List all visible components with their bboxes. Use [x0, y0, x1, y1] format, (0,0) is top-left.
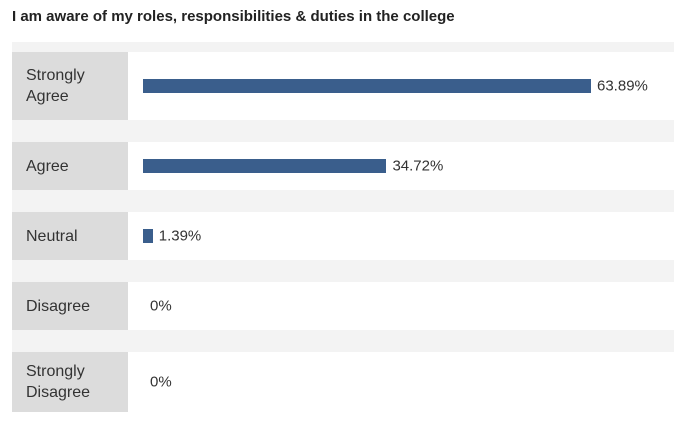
chart-title: I am aware of my roles, responsibilities… [12, 8, 455, 25]
category-box: Agree [12, 142, 128, 190]
bar [143, 229, 153, 243]
bar-area: 63.89% [143, 52, 674, 120]
bar-row: Strongly Agree 63.89% [12, 42, 674, 120]
value-label: 0% [150, 297, 172, 315]
bar [143, 79, 591, 93]
value-label: 1.39% [158, 227, 202, 245]
bar-rows: Strongly Agree 63.89% Agree 34.72% Neutr… [12, 42, 674, 412]
bar-row: Strongly Disagree 0% [12, 330, 674, 412]
value-label: 0% [150, 373, 172, 391]
category-box: Neutral [12, 212, 128, 260]
bar-row: Neutral 1.39% [12, 190, 674, 260]
category-label: Strongly Disagree [26, 363, 91, 401]
category-label: Neutral [26, 227, 78, 245]
value-label: 34.72% [392, 157, 444, 175]
category-box: Strongly Agree [12, 52, 128, 120]
bar-row: Agree 34.72% [12, 120, 674, 190]
bar-row: Disagree 0% [12, 260, 674, 330]
category-box: Strongly Disagree [12, 352, 128, 412]
category-label: Agree [26, 157, 69, 175]
category-label: Strongly Agree [26, 67, 85, 105]
bar [143, 159, 387, 173]
bar-area: 34.72% [143, 142, 674, 190]
category-box: Disagree [12, 282, 128, 330]
value-label: 63.89% [597, 77, 648, 95]
category-label: Disagree [26, 297, 91, 315]
bar-area: 0% [143, 352, 674, 412]
bar-area: 0% [143, 282, 674, 330]
bar-area: 1.39% [143, 212, 674, 260]
